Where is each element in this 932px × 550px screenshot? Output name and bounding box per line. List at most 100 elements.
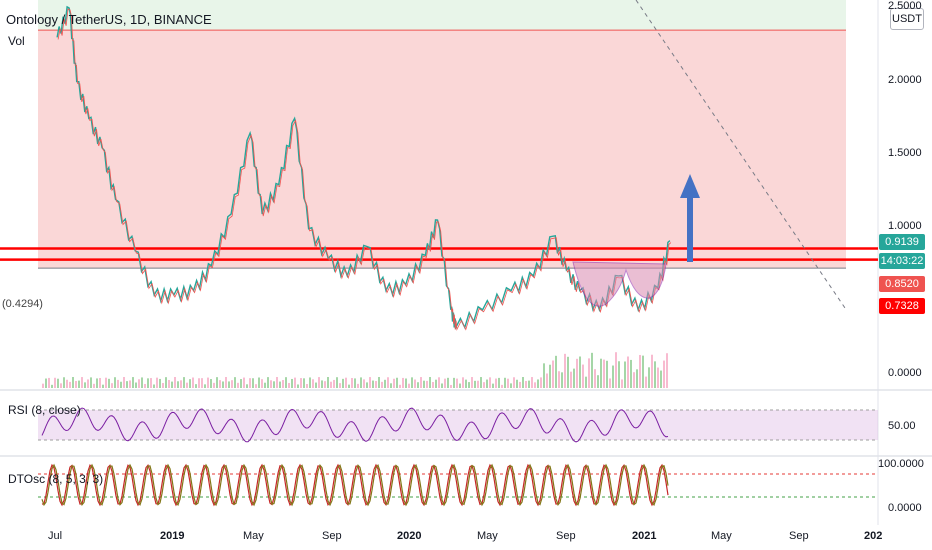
volume-bar <box>630 359 632 388</box>
volume-bar <box>180 380 182 388</box>
volume-bar <box>249 378 251 388</box>
volume-bar <box>483 382 485 388</box>
volume-bar <box>228 381 230 388</box>
volume-bar <box>351 378 353 388</box>
volume-bar <box>507 378 509 388</box>
volume-bar <box>198 378 200 388</box>
volume-bar <box>534 382 536 388</box>
volume-bar <box>99 377 101 388</box>
volume-bar <box>543 363 545 388</box>
dtosc-label[interactable]: DTOsc (8, 5, 3, 3) <box>8 472 104 486</box>
volume-bar <box>414 379 416 388</box>
volume-bar <box>378 377 380 388</box>
volume-bar <box>363 379 365 388</box>
volume-tick: 0.0000 <box>888 367 922 379</box>
volume-bar <box>117 379 119 388</box>
price-tag-resistance: 0.8520 <box>879 276 925 292</box>
volume-bar <box>495 378 497 388</box>
volume-bar <box>570 371 572 388</box>
volume-bar <box>585 376 587 388</box>
volume-bar <box>231 380 233 388</box>
volume-bar <box>114 377 116 388</box>
volume-bar <box>660 370 662 388</box>
volume-bar <box>453 377 455 388</box>
volume-bar <box>537 379 539 388</box>
volume-bar <box>540 377 542 388</box>
volume-bar <box>576 358 578 388</box>
dtosc-tick: 100.0000 <box>878 458 924 470</box>
volume-bar <box>639 354 641 388</box>
volume-bar <box>606 360 608 388</box>
volume-bar <box>111 383 113 388</box>
dtosc-slow-line <box>41 463 669 507</box>
x-tick: Sep <box>789 530 809 542</box>
volume-bar <box>372 380 374 388</box>
volume-bar <box>48 377 50 388</box>
volume-bar <box>294 377 296 388</box>
volume-bar <box>456 378 458 388</box>
volume-bar <box>84 382 86 388</box>
volume-bar <box>549 364 551 388</box>
volume-bar <box>210 379 212 388</box>
volume-bar <box>651 354 653 388</box>
volume-bar <box>618 361 620 388</box>
volume-bar <box>75 380 77 388</box>
x-tick: May <box>243 530 264 542</box>
volume-bar <box>492 383 494 388</box>
volume-bar <box>132 377 134 388</box>
volume-bar <box>645 376 647 388</box>
volume-bar <box>51 384 53 388</box>
volume-bar <box>156 377 158 388</box>
volume-bar <box>498 377 500 388</box>
x-tick: Sep <box>322 530 342 542</box>
volume-label: Vol <box>8 34 25 48</box>
volume-bar <box>171 381 173 388</box>
volume-bar <box>459 383 461 388</box>
price-tick: 2.5000 <box>888 0 922 12</box>
volume-bar <box>519 381 521 388</box>
volume-bar <box>153 384 155 388</box>
volume-bar <box>513 377 515 388</box>
volume-bar <box>384 379 386 388</box>
volume-bar <box>477 380 479 388</box>
volume-bar <box>582 364 584 388</box>
volume-bar <box>276 377 278 388</box>
volume-bar <box>348 384 350 388</box>
volume-bar <box>195 384 197 388</box>
currency-selector[interactable]: USDT <box>890 8 924 30</box>
volume-bar <box>633 372 635 388</box>
dtosc-tick: 0.0000 <box>888 502 922 514</box>
volume-bar <box>225 377 227 388</box>
volume-bar <box>126 381 128 388</box>
volume-bar <box>480 377 482 388</box>
volume-bar <box>81 377 83 388</box>
volume-bar <box>243 377 245 388</box>
volume-bar <box>432 382 434 388</box>
volume-bar <box>168 380 170 388</box>
volume-bar <box>147 378 149 388</box>
rsi-label[interactable]: RSI (8, close) <box>8 403 81 417</box>
volume-bar <box>462 377 464 388</box>
x-tick: 2020 <box>397 530 422 542</box>
volume-bar <box>546 373 548 388</box>
volume-bar <box>45 378 47 388</box>
volume-bar <box>330 381 332 388</box>
volume-bar <box>246 384 248 388</box>
volume-bar <box>162 383 164 388</box>
volume-bar <box>60 383 62 388</box>
rsi-band <box>38 410 878 440</box>
volume-bar <box>141 377 143 388</box>
symbol-title[interactable]: Ontology / TetherUS, 1D, BINANCE <box>6 12 212 27</box>
volume-bar <box>192 377 194 388</box>
volume-bar <box>465 379 467 388</box>
volume-bar <box>282 380 284 388</box>
volume-bar <box>594 369 596 388</box>
volume-bar <box>165 377 167 388</box>
volume-bar <box>579 356 581 388</box>
volume-bar <box>264 382 266 388</box>
volume-bar <box>663 360 665 388</box>
x-tick: May <box>711 530 732 542</box>
volume-bar <box>42 383 44 388</box>
